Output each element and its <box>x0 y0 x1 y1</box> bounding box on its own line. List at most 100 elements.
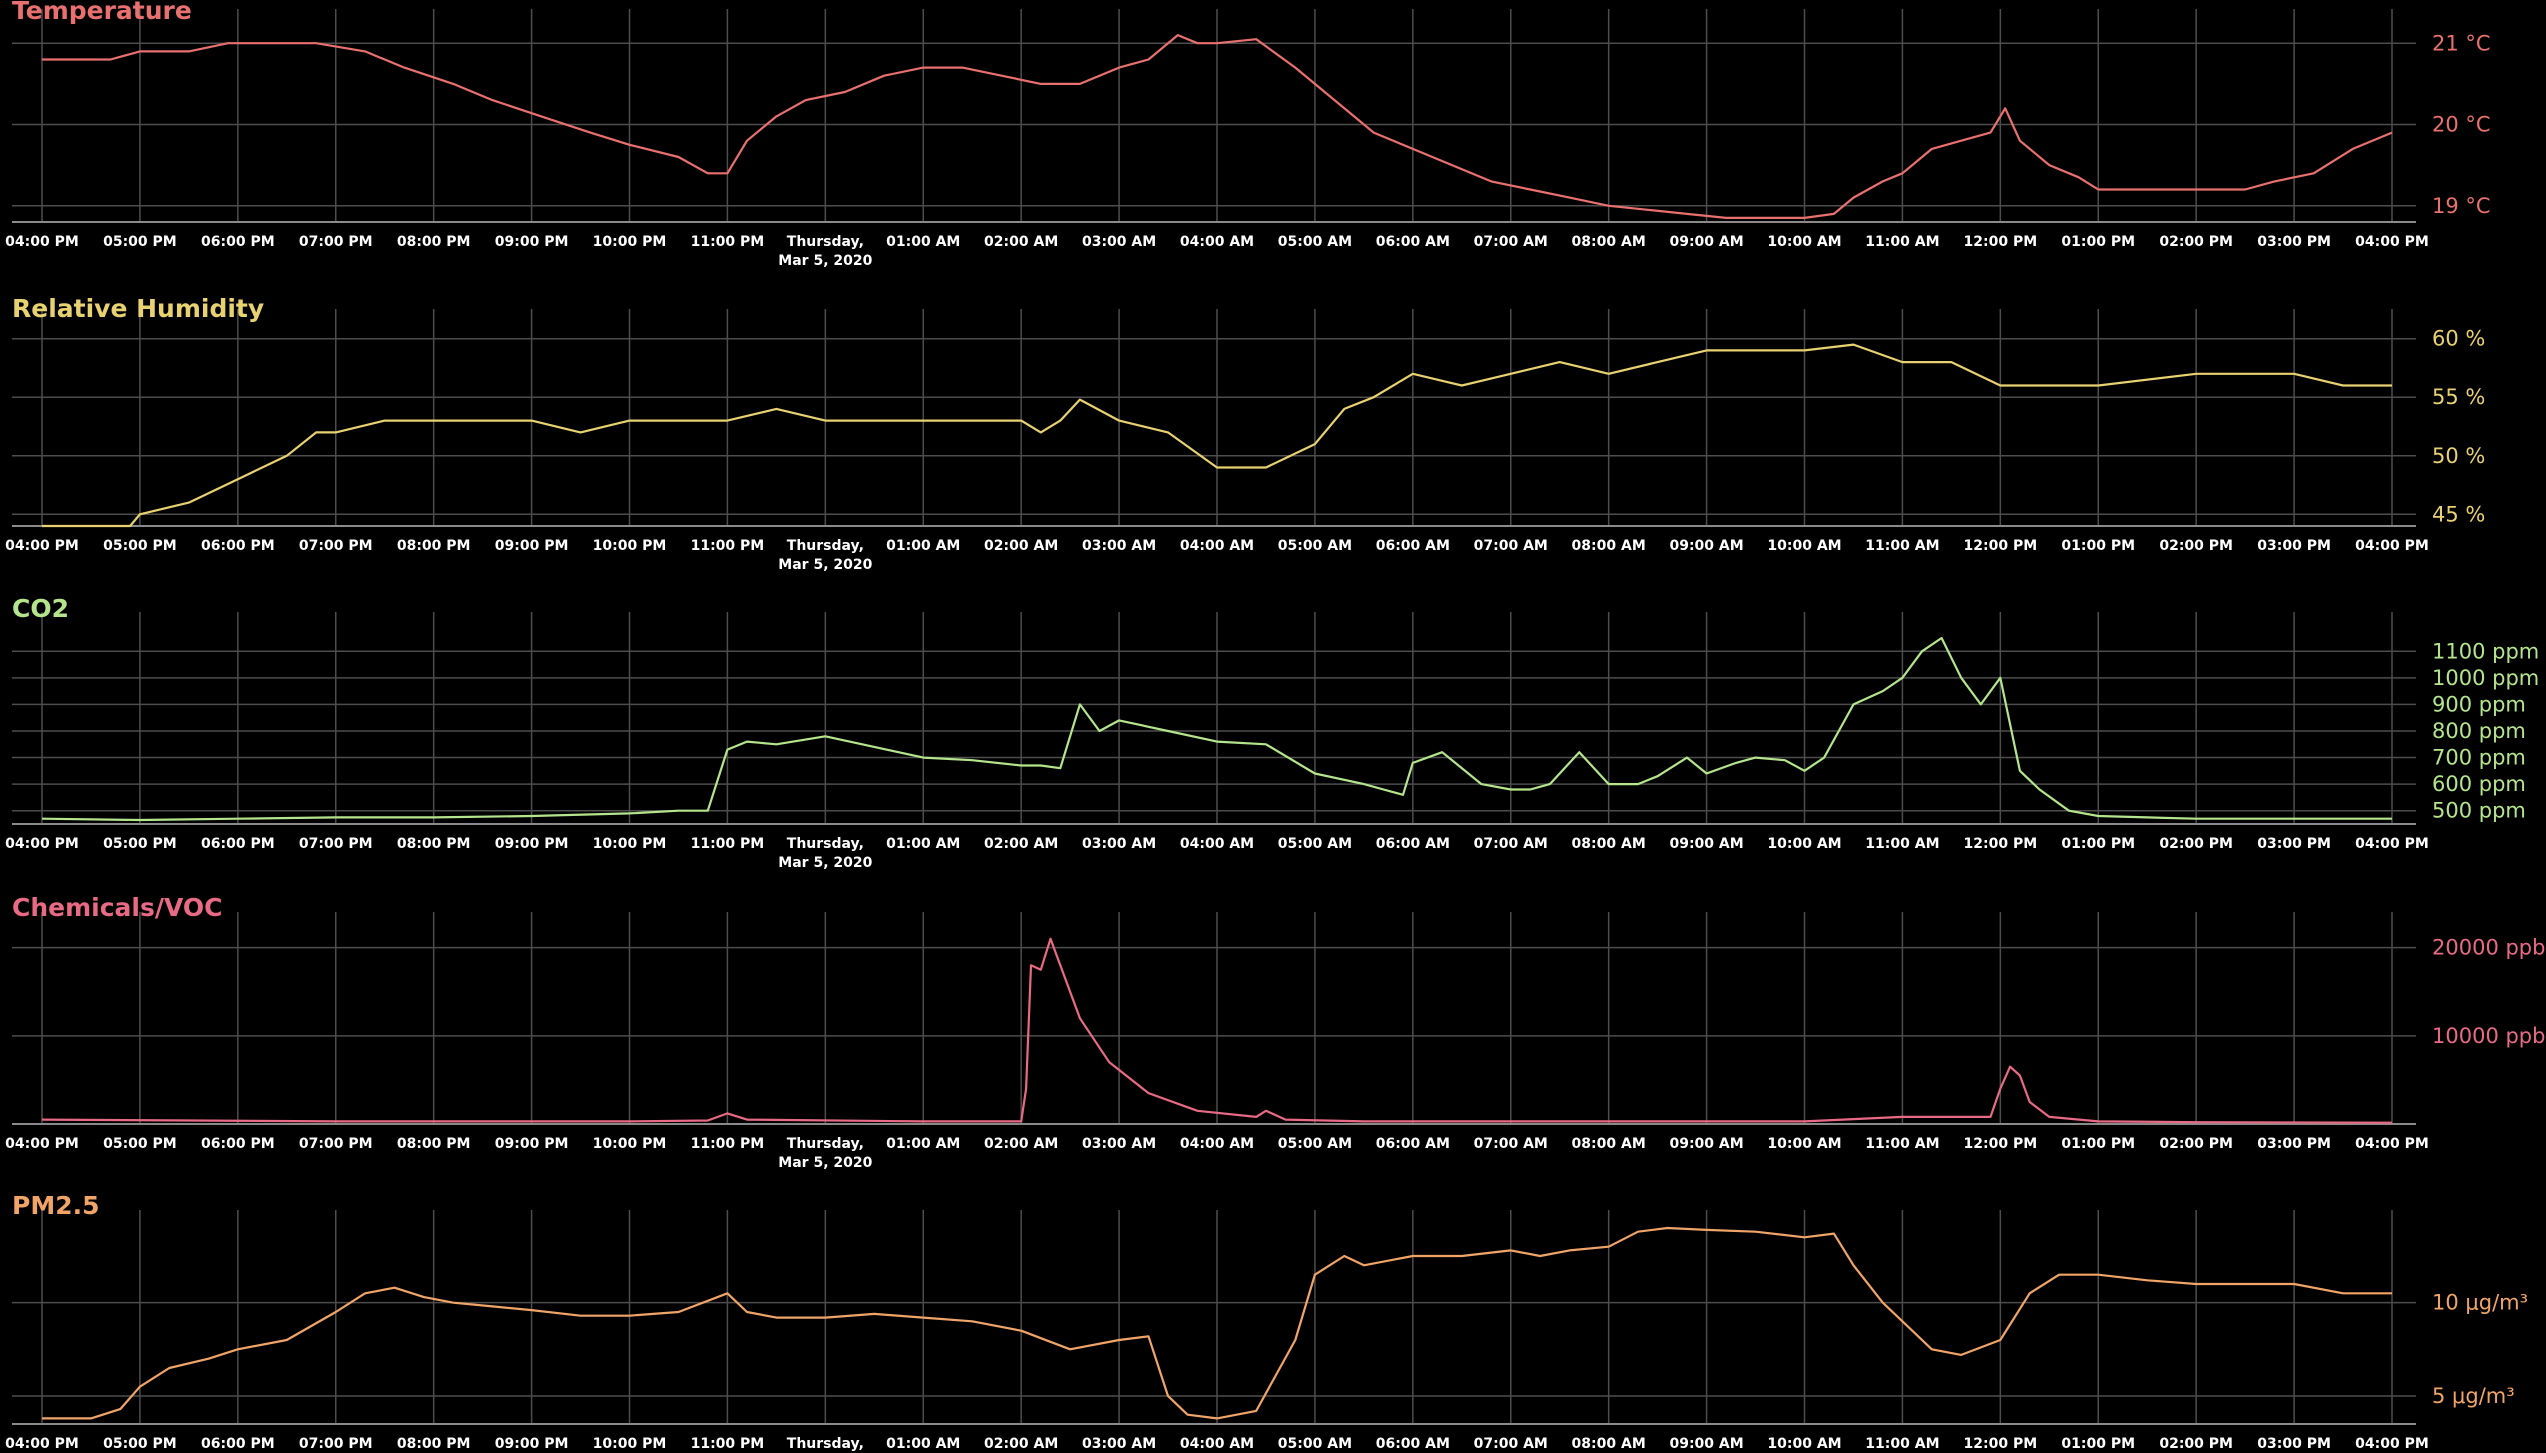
x-tick-label: 11:00 AM <box>1865 1436 1939 1452</box>
x-tick-label: 09:00 PM <box>495 836 569 852</box>
series-line <box>42 34 2393 219</box>
x-tick-label: 09:00 PM <box>495 1436 569 1452</box>
x-tick-label: 08:00 PM <box>397 1436 471 1452</box>
series-line <box>41 636 2392 822</box>
x-tick-label: 05:00 PM <box>103 1436 177 1452</box>
x-tick-label: 02:00 AM <box>984 1436 1058 1452</box>
y-tick-label: 800 ppm <box>2432 719 2526 743</box>
x-tick-label: 04:00 AM <box>1180 234 1254 250</box>
x-tick-label: 04:00 PM <box>2355 1136 2429 1152</box>
x-tick-label: 01:00 AM <box>886 234 960 250</box>
x-tick-label: 07:00 AM <box>1474 1436 1548 1452</box>
y-tick-label: 600 ppm <box>2432 772 2526 796</box>
x-tick-label: 07:00 AM <box>1474 538 1548 554</box>
x-tick-label: 04:00 PM <box>2355 1436 2429 1452</box>
x-tick-label: 08:00 AM <box>1572 538 1646 554</box>
y-tick-label: 21 °C <box>2432 31 2491 55</box>
x-tick-label: 05:00 PM <box>103 538 177 554</box>
x-tick-label: 11:00 AM <box>1865 836 1939 852</box>
x-tick-label: 12:00 PM <box>1964 1436 2038 1452</box>
x-tick-label: 02:00 PM <box>2159 234 2233 250</box>
x-tick-label: 06:00 AM <box>1376 234 1450 250</box>
x-tick-label: 08:00 AM <box>1572 234 1646 250</box>
x-tick-label: 02:00 PM <box>2159 1436 2233 1452</box>
y-tick-label: 5 μg/m³ <box>2432 1384 2515 1408</box>
x-tick-label: 12:00 PM <box>1964 234 2038 250</box>
x-tick-label: 10:00 AM <box>1767 538 1841 554</box>
x-tick-label: 09:00 PM <box>495 538 569 554</box>
x-tick-label: 01:00 AM <box>886 836 960 852</box>
x-tick-label: 10:00 PM <box>593 538 667 554</box>
x-tick-label: 03:00 PM <box>2257 836 2331 852</box>
chart-1: 45 % 50 % 55 % 60 % 04:00 PM 05:00 PM 06:00 PM… <box>5 309 2485 573</box>
chart-title: Chemicals/VOC <box>12 893 223 922</box>
x-tick-label: 04:00 PM <box>5 234 79 250</box>
x-tick-label: 03:00 AM <box>1082 1136 1156 1152</box>
x-tick-label: 10:00 PM <box>593 1436 667 1452</box>
y-tick-label: 50 % <box>2432 444 2485 468</box>
x-tick-label: 11:00 PM <box>691 234 765 250</box>
x-tick-label: 06:00 AM <box>1376 1136 1450 1152</box>
x-tick-label: 03:00 AM <box>1082 1436 1156 1452</box>
chart-title: Temperature <box>12 0 192 25</box>
x-tick-label: 05:00 AM <box>1278 538 1352 554</box>
y-tick-label: 20000 ppb <box>2432 936 2545 960</box>
x-tick-sublabel: Mar 5, 2020 <box>778 1155 872 1171</box>
x-tick-label: 06:00 PM <box>201 1436 275 1452</box>
x-tick-label: 07:00 PM <box>299 1136 373 1152</box>
x-tick-label: 03:00 PM <box>2257 1136 2331 1152</box>
y-tick-label: 900 ppm <box>2432 692 2526 716</box>
x-tick-label: 05:00 AM <box>1278 836 1352 852</box>
x-tick-sublabel: Mar 5, 2020 <box>778 253 872 269</box>
x-tick-sublabel: Mar 5, 2020 <box>778 557 872 573</box>
x-tick-label: Thursday, <box>787 1136 864 1152</box>
x-tick-label: 10:00 PM <box>593 1136 667 1152</box>
x-tick-label: 05:00 AM <box>1278 1136 1352 1152</box>
x-tick-label: 12:00 PM <box>1964 538 2038 554</box>
y-tick-label: 500 ppm <box>2432 799 2526 823</box>
y-tick-label: 45 % <box>2432 502 2485 526</box>
chart-0: 19 °C 20 °C 21 °C 04:00 PM 05:00 PM 06:00 PM 0… <box>5 9 2491 269</box>
x-tick-label: 07:00 PM <box>299 538 373 554</box>
series-line <box>41 937 2393 1124</box>
x-tick-label: 12:00 PM <box>1964 1136 2038 1152</box>
chart-title: CO2 <box>12 594 69 623</box>
y-tick-label: 10 μg/m³ <box>2432 1291 2528 1315</box>
x-tick-label: 08:00 AM <box>1572 836 1646 852</box>
x-tick-label: 01:00 AM <box>886 1136 960 1152</box>
x-tick-label: 06:00 AM <box>1376 1436 1450 1452</box>
x-tick-label: 01:00 AM <box>886 1436 960 1452</box>
chart-title: PM2.5 <box>12 1191 100 1220</box>
x-tick-label: 04:00 PM <box>2355 538 2429 554</box>
x-tick-label: 04:00 PM <box>5 1436 79 1452</box>
x-tick-label: 07:00 AM <box>1474 836 1548 852</box>
x-tick-label: 05:00 AM <box>1278 1436 1352 1452</box>
x-tick-label: 06:00 PM <box>201 234 275 250</box>
x-tick-label: 01:00 PM <box>2061 1136 2135 1152</box>
y-tick-label: 20 °C <box>2432 113 2491 137</box>
x-tick-label: 09:00 AM <box>1669 1136 1743 1152</box>
x-tick-label: 08:00 PM <box>397 836 471 852</box>
x-tick-label: 05:00 PM <box>103 836 177 852</box>
x-tick-label: 01:00 PM <box>2061 1436 2135 1452</box>
x-tick-label: Thursday, <box>787 836 864 852</box>
x-tick-label: 03:00 AM <box>1082 538 1156 554</box>
x-tick-label: 04:00 PM <box>2355 836 2429 852</box>
x-tick-label: 11:00 AM <box>1865 538 1939 554</box>
x-tick-sublabel: Mar 5, 2020 <box>778 855 872 871</box>
x-tick-label: 09:00 AM <box>1669 1436 1743 1452</box>
x-tick-label: 01:00 AM <box>886 538 960 554</box>
y-tick-label: 1000 ppm <box>2432 666 2539 690</box>
chart-3: 10000 ppb 20000 ppb 04:00 PM 05:00 PM 06:00 … <box>5 912 2545 1171</box>
x-tick-label: 06:00 AM <box>1376 538 1450 554</box>
x-tick-label: 08:00 PM <box>397 1136 471 1152</box>
x-tick-label: 06:00 AM <box>1376 836 1450 852</box>
x-tick-label: 07:00 PM <box>299 836 373 852</box>
chart-title: Relative Humidity <box>12 294 265 323</box>
x-tick-label: 01:00 PM <box>2061 836 2135 852</box>
x-tick-label: 09:00 AM <box>1669 234 1743 250</box>
x-tick-label: 08:00 AM <box>1572 1136 1646 1152</box>
x-tick-label: 10:00 PM <box>593 234 667 250</box>
